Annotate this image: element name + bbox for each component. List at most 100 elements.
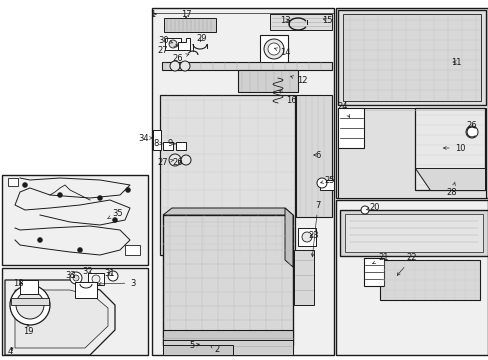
Text: 1: 1 <box>150 9 156 18</box>
Text: 3: 3 <box>98 279 135 288</box>
Bar <box>337 10 485 105</box>
Bar <box>2 268 148 355</box>
Bar <box>2 175 148 265</box>
Bar <box>152 8 333 355</box>
Polygon shape <box>5 280 115 355</box>
Bar <box>11 298 49 305</box>
Circle shape <box>16 291 44 319</box>
Polygon shape <box>379 260 479 300</box>
Text: 20: 20 <box>366 202 380 212</box>
Circle shape <box>169 40 177 48</box>
Text: 32: 32 <box>82 266 93 275</box>
Bar <box>293 250 313 305</box>
Bar <box>337 108 363 148</box>
Bar <box>163 345 232 355</box>
Text: 27: 27 <box>157 45 178 54</box>
Bar <box>88 273 104 285</box>
Text: 15: 15 <box>321 15 331 24</box>
Circle shape <box>38 238 42 243</box>
Bar <box>163 215 292 345</box>
Text: 27: 27 <box>157 158 173 166</box>
Bar <box>342 14 480 101</box>
Bar <box>295 95 331 217</box>
Polygon shape <box>8 178 18 186</box>
Circle shape <box>169 154 181 166</box>
Text: 26: 26 <box>172 158 183 166</box>
Text: 23: 23 <box>308 230 319 239</box>
Bar <box>163 18 216 32</box>
Bar <box>163 142 173 150</box>
Circle shape <box>170 61 180 71</box>
Text: 31: 31 <box>104 270 115 279</box>
Circle shape <box>181 155 191 165</box>
Circle shape <box>125 188 130 193</box>
Bar <box>238 70 297 92</box>
Circle shape <box>70 272 82 284</box>
Circle shape <box>267 43 280 55</box>
Bar <box>176 142 185 150</box>
Bar <box>20 280 38 294</box>
Circle shape <box>316 178 326 188</box>
Text: 9: 9 <box>167 139 175 148</box>
Bar <box>363 258 383 286</box>
Circle shape <box>465 126 477 138</box>
Bar <box>335 8 487 198</box>
Polygon shape <box>269 14 331 30</box>
Text: 11: 11 <box>450 58 460 67</box>
Text: 35: 35 <box>107 208 123 219</box>
Circle shape <box>360 206 368 214</box>
Text: 12: 12 <box>290 76 306 85</box>
Bar <box>260 35 287 63</box>
Polygon shape <box>345 214 482 252</box>
Bar <box>160 95 294 255</box>
Text: 4: 4 <box>7 347 13 356</box>
Polygon shape <box>414 168 484 190</box>
Text: 5: 5 <box>189 342 199 351</box>
Bar <box>335 200 487 355</box>
Circle shape <box>112 217 117 222</box>
Text: 26: 26 <box>172 54 188 63</box>
Circle shape <box>302 232 311 242</box>
Text: 14: 14 <box>274 48 290 57</box>
Circle shape <box>97 195 102 201</box>
Text: 22: 22 <box>396 253 416 275</box>
Bar <box>337 108 485 198</box>
Bar <box>75 282 97 298</box>
Circle shape <box>77 248 82 252</box>
Circle shape <box>58 193 62 198</box>
Circle shape <box>264 39 284 59</box>
Text: 24: 24 <box>337 102 349 117</box>
Polygon shape <box>339 210 487 256</box>
Circle shape <box>22 183 27 188</box>
Polygon shape <box>125 245 140 255</box>
Bar <box>164 38 181 50</box>
Text: 8: 8 <box>153 139 162 148</box>
Polygon shape <box>163 340 292 355</box>
Text: 29: 29 <box>196 33 207 42</box>
Text: 26: 26 <box>466 121 476 130</box>
Bar <box>414 108 484 190</box>
Text: 7: 7 <box>311 201 320 257</box>
Text: 18: 18 <box>13 279 23 288</box>
Bar <box>319 180 333 190</box>
Text: 13: 13 <box>279 15 290 24</box>
Text: 30: 30 <box>159 36 172 45</box>
Bar <box>162 62 331 70</box>
Text: 17: 17 <box>181 9 191 18</box>
Text: 28: 28 <box>446 182 456 197</box>
Circle shape <box>73 275 79 281</box>
Text: 16: 16 <box>279 90 296 104</box>
Circle shape <box>10 285 50 325</box>
Polygon shape <box>285 208 292 267</box>
Text: 33: 33 <box>65 270 76 279</box>
Circle shape <box>92 275 100 283</box>
Text: 19: 19 <box>23 324 33 337</box>
Text: 6: 6 <box>313 150 320 159</box>
Circle shape <box>180 61 190 71</box>
Bar <box>153 130 161 150</box>
Circle shape <box>108 271 118 281</box>
Polygon shape <box>178 38 190 50</box>
Bar <box>297 228 315 246</box>
Text: 34: 34 <box>139 134 152 143</box>
Text: 25: 25 <box>320 176 335 185</box>
